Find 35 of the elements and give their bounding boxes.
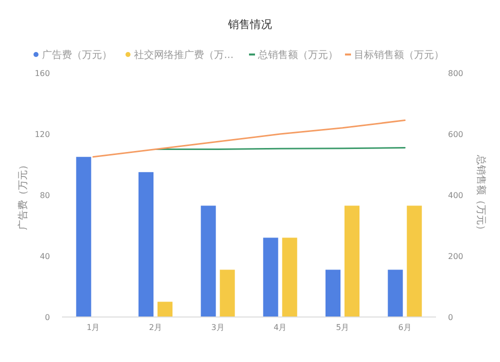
- legend-label: 目标销售额（万元）: [354, 49, 444, 61]
- y2-tick-label: 400: [448, 191, 464, 200]
- legend-label: 社交网络推广费（万...: [134, 49, 234, 61]
- chart-title: 销售情况: [227, 18, 272, 31]
- y-tick-label: 160: [34, 69, 50, 78]
- bar: [406, 206, 422, 317]
- y-tick-label: 80: [40, 191, 50, 200]
- x-tick-label: 2月: [148, 323, 162, 332]
- line-series: [92, 120, 406, 158]
- y2-tick-label: 600: [448, 130, 464, 139]
- bar: [76, 156, 92, 317]
- bar: [388, 270, 403, 317]
- bar: [200, 206, 216, 317]
- bar: [138, 172, 154, 317]
- legend-label: 总销售额（万元）: [257, 49, 338, 61]
- x-tick-label: 6月: [398, 323, 412, 332]
- bar: [220, 270, 235, 317]
- x-tick-label: 4月: [274, 323, 287, 332]
- y-tick-label: 0: [44, 313, 50, 322]
- y2-tick-label: 0: [448, 313, 454, 322]
- x-tick-label: 1月: [86, 323, 100, 332]
- legend-label: 广告费（万元）: [42, 49, 112, 61]
- y2-tick-label: 200: [448, 252, 464, 261]
- bar: [344, 206, 360, 317]
- bar: [263, 238, 278, 317]
- y-axis-title: 广告费（万元）: [17, 160, 29, 230]
- y-tick-label: 120: [34, 130, 50, 139]
- y2-tick-label: 800: [448, 69, 464, 78]
- x-tick-label: 5月: [336, 323, 350, 332]
- bar: [282, 238, 298, 317]
- x-tick-label: 3月: [211, 323, 224, 332]
- bar: [158, 302, 172, 317]
- bar: [326, 270, 340, 317]
- y2-axis-title: 总销售额（万元）: [475, 154, 487, 235]
- y-tick-label: 40: [40, 252, 50, 261]
